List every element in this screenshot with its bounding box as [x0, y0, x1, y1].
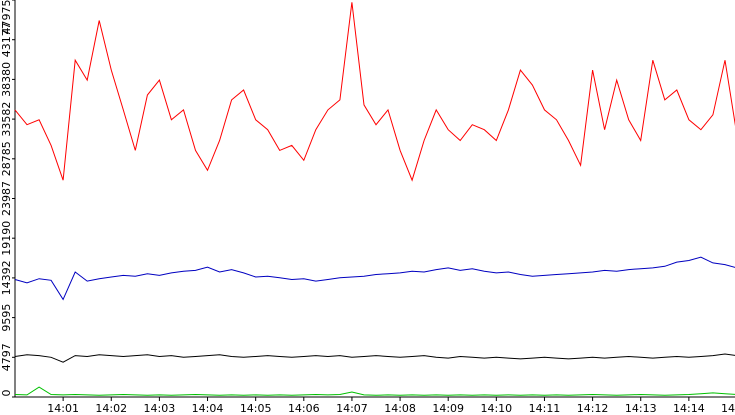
x-tick-label: 14:04 [192, 402, 224, 415]
x-tick-label: 14:09 [432, 402, 464, 415]
y-tick-label: 38380 [0, 62, 13, 97]
x-tick-label: 14:12 [577, 402, 609, 415]
y-tick-label: 43177 [0, 22, 13, 57]
y-tick-label: 28785 [0, 141, 13, 176]
y-tick-label: 0 [0, 390, 13, 397]
y-tick-label: 33582 [0, 102, 13, 137]
x-tick-label: 14:07 [336, 402, 368, 415]
y-tick-label: 47975 [0, 0, 13, 35]
x-tick-label: 14 [721, 402, 735, 415]
x-tick-label: 14:01 [47, 402, 79, 415]
x-tick-label: 14:13 [625, 402, 657, 415]
x-tick-label: 14:03 [144, 402, 176, 415]
x-tick-label: 14:08 [384, 402, 416, 415]
series-line [14, 2, 735, 182]
y-tick-label: 9595 [0, 304, 13, 332]
series-line [14, 353, 735, 363]
series-line [14, 256, 735, 301]
x-tick-label: 14:02 [95, 402, 127, 415]
x-tick-label: 14:11 [529, 402, 561, 415]
x-tick-label: 14:14 [673, 402, 705, 415]
series-line [14, 386, 735, 396]
x-tick-label: 14:06 [288, 402, 320, 415]
y-tick-label: 19190 [0, 221, 13, 256]
y-tick-label: 4797 [0, 343, 13, 371]
y-tick-label: 23987 [0, 181, 13, 216]
y-tick-label: 14392 [0, 260, 13, 295]
x-tick-label: 14:05 [240, 402, 272, 415]
x-tick-label: 14:10 [480, 402, 512, 415]
